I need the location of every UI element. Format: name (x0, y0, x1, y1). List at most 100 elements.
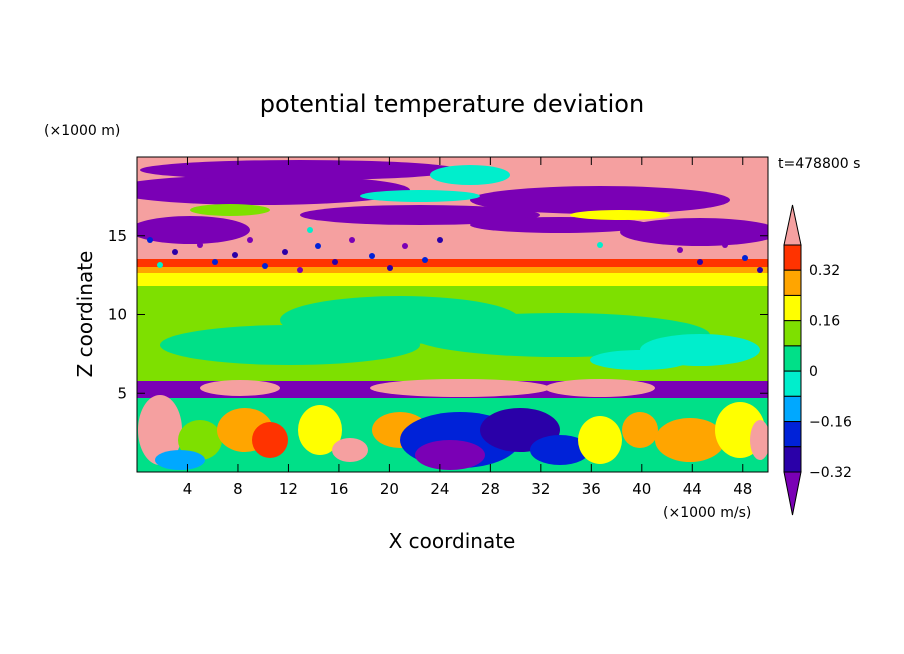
violet-eddy (415, 440, 485, 470)
x-tick-label: 44 (683, 480, 702, 498)
violet-cloud (300, 205, 540, 225)
band-yellow (137, 272, 768, 286)
violet-cloud (137, 216, 250, 244)
cyan-streak (360, 190, 480, 202)
x-tick-label: 20 (380, 480, 399, 498)
x-tick-label: 48 (733, 480, 752, 498)
speckle (212, 259, 218, 265)
yellow-eddy (298, 405, 342, 455)
x-tick-label: 36 (582, 480, 601, 498)
band-red (137, 258, 768, 267)
y-axis-label: Z coordinate (73, 251, 97, 378)
violet-cloud (470, 217, 650, 233)
speckle (247, 237, 253, 243)
band-orange (137, 266, 768, 273)
band-pink-mid (137, 246, 768, 259)
x-tick-label: 16 (329, 480, 348, 498)
colorbar-swatch (783, 446, 802, 473)
x-tick-label: 24 (430, 480, 449, 498)
yellow-streak (570, 210, 670, 220)
y-tick-label: 15 (108, 227, 127, 245)
x-tick-label: 32 (531, 480, 550, 498)
chart-title: potential temperature deviation (260, 90, 644, 118)
colorbar-swatch (783, 395, 802, 423)
y-tick-label: 10 (108, 306, 127, 324)
colorbar-bottom-arrow (783, 471, 802, 516)
yellow-eddy (578, 416, 622, 464)
speckle (402, 243, 408, 249)
speckle (197, 242, 203, 248)
colorbar-swatch (783, 320, 802, 347)
speckle (297, 267, 303, 273)
sky-eddy (155, 450, 205, 470)
colorbar: 0.32 0.16 0 −0.16 −0.32 (783, 204, 852, 516)
colorbar-tick-label: 0.16 (809, 314, 840, 330)
speckle (369, 253, 375, 259)
colorbar-swatch (783, 269, 802, 296)
colorbar-tick-label: 0 (809, 364, 818, 380)
colorbar-top-arrow (783, 204, 802, 246)
y-axis-ticks: 5 10 15 (108, 227, 768, 402)
x-tick-label: 28 (481, 480, 500, 498)
speckle (387, 265, 393, 271)
violet-cloud (140, 160, 460, 180)
pink-eddy (138, 395, 182, 465)
colorbar-tick-label: −0.16 (809, 415, 852, 431)
mint-zone (410, 313, 710, 357)
x-units-label: (×1000 m/s) (663, 505, 751, 521)
contour-field (137, 157, 768, 472)
x-axis-ticks: 4 8 12 16 20 24 28 32 36 40 44 48 (183, 157, 752, 498)
speckle (315, 243, 321, 249)
colorbar-tick-label: 0.32 (809, 263, 840, 279)
pink-eddy (332, 438, 368, 462)
speckle (597, 242, 603, 248)
colorbar-swatch (783, 244, 802, 271)
speckle (697, 259, 703, 265)
pink-patch (370, 379, 550, 397)
speckle (349, 237, 355, 243)
x-tick-label: 12 (279, 480, 298, 498)
time-label: t=478800 s (778, 156, 860, 172)
speckle (742, 255, 748, 261)
speckle (307, 227, 313, 233)
x-axis-label: X coordinate (389, 529, 516, 553)
speckle (757, 267, 763, 273)
pink-eddy (750, 420, 768, 460)
colorbar-swatch (783, 294, 802, 322)
blue-eddy (530, 435, 590, 465)
violet-cloud (620, 218, 768, 246)
pink-patch (545, 379, 655, 397)
speckle (677, 247, 683, 253)
colorbar-swatch (783, 421, 802, 448)
cyan-streak (430, 165, 510, 185)
speckle (722, 242, 728, 248)
speckle (147, 237, 153, 243)
pink-patch (200, 380, 280, 396)
colorbar-swatch (783, 345, 802, 372)
plot-area (137, 157, 768, 472)
orange-eddy (622, 412, 658, 448)
violet-cloud (137, 175, 410, 205)
colorbar-tick-label: −0.32 (809, 465, 852, 481)
x-tick-label: 8 (233, 480, 243, 498)
colorbar-swatch (783, 370, 802, 397)
y-tick-label: 5 (117, 384, 127, 402)
speckle (232, 252, 238, 258)
speckle (437, 237, 443, 243)
red-eddy (252, 422, 288, 458)
speckle (172, 249, 178, 255)
speckle (332, 259, 338, 265)
lime-streak (190, 204, 270, 216)
cyan-zone (590, 350, 690, 370)
x-tick-label: 40 (632, 480, 651, 498)
lime-eddy (178, 420, 222, 460)
mint-zone (160, 325, 420, 365)
speckle (157, 262, 163, 268)
speckle (422, 257, 428, 263)
violet-cloud (470, 186, 730, 214)
orange-eddy (655, 418, 725, 462)
speckle (282, 249, 288, 255)
y-units-label: (×1000 m) (44, 123, 120, 139)
speckle (262, 263, 268, 269)
